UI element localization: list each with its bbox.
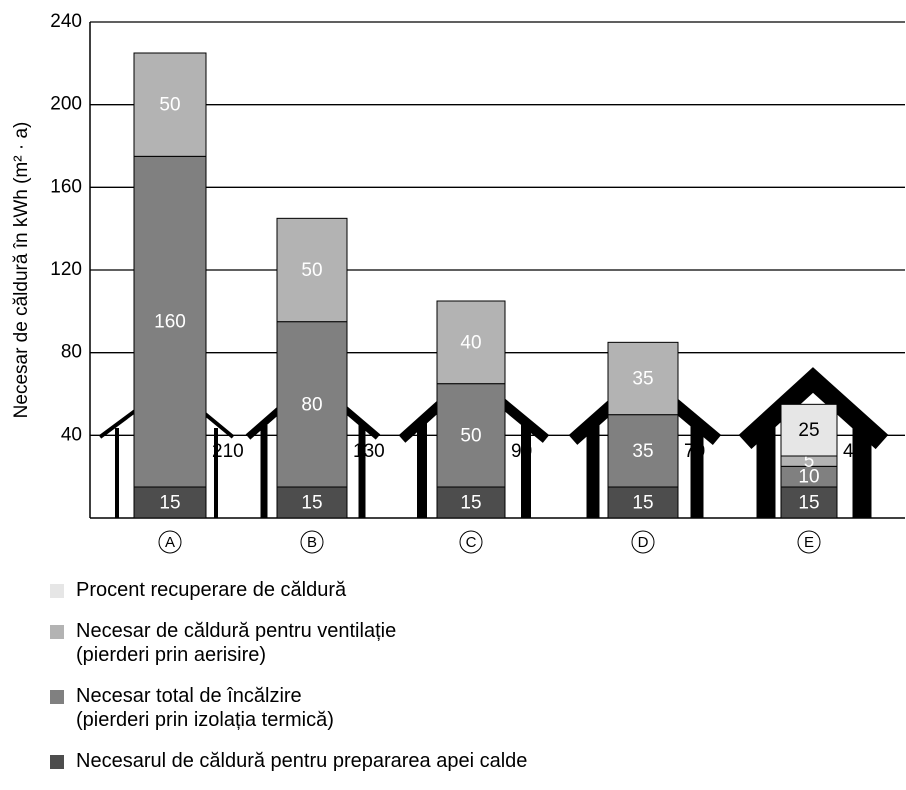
bar-segment: [276, 486, 348, 519]
value-label: 160: [154, 312, 186, 333]
annotation: 90: [511, 441, 532, 462]
bar-segment: [780, 486, 838, 519]
legend-label: Necesarul de căldură pentru prepararea a…: [76, 750, 528, 772]
y-axis-label: Necesar de căldură în kWh (m² · a): [11, 122, 32, 419]
annotation: 40: [843, 441, 864, 462]
bar-segment: [607, 486, 679, 519]
legend-swatch: [50, 755, 64, 769]
category-circle: [631, 530, 655, 554]
legend-label: Procent recuperare de căldură: [76, 579, 347, 601]
annotation: 70: [684, 441, 705, 462]
annotation: 210: [212, 441, 244, 462]
legend-swatch: [50, 625, 64, 639]
bar-segment: [607, 341, 679, 416]
value-label: 80: [301, 394, 322, 415]
bar-segment: [133, 486, 207, 519]
y-tick-label: 240: [50, 11, 82, 32]
bar-segment: [276, 217, 348, 323]
legend-swatch: [50, 584, 64, 598]
legend-swatch: [50, 690, 64, 704]
y-tick-label: 160: [50, 176, 82, 197]
y-tick-label: 80: [61, 342, 82, 363]
bar-segment: [436, 383, 506, 488]
value-label: 15: [798, 493, 819, 514]
value-label: 5: [804, 451, 815, 472]
category-circle: [459, 530, 483, 554]
y-tick-label: 200: [50, 94, 82, 115]
legend-item: Necesarul de căldură pentru prepararea a…: [50, 749, 900, 773]
bar-segment: [133, 52, 207, 157]
x-tick-label: C: [466, 534, 477, 551]
legend-item: Procent recuperare de căldură: [50, 578, 900, 602]
chart: Necesar de căldură în kWh (m² · a) 40 80 1…: [11, 11, 905, 554]
legend-label: Necesar total de încălzire (pierderi pri…: [76, 685, 334, 731]
value-label: 40: [460, 332, 481, 353]
x-tick-label: A: [165, 534, 175, 551]
legend-item: Necesar de căldură pentru ventilație (pi…: [50, 619, 900, 667]
category-circle: [300, 530, 324, 554]
value-label: 50: [159, 95, 180, 116]
bar-segment: [780, 403, 838, 457]
bar-segment: [133, 155, 207, 488]
legend-label: Necesar de căldură pentru ventilație (pi…: [76, 620, 397, 666]
value-label: 35: [632, 441, 653, 462]
y-tick-label: 40: [61, 424, 82, 445]
value-label: 50: [460, 425, 481, 446]
category-circle: [797, 530, 821, 554]
value-label: 15: [301, 493, 322, 514]
bar-segment: [436, 486, 506, 519]
value-label: 10: [798, 467, 819, 488]
bar-segment: [436, 300, 506, 385]
legend: Procent recuperare de căldură Necesar de …: [50, 578, 900, 790]
annotation: 130: [353, 441, 385, 462]
value-label: 15: [460, 493, 481, 514]
legend-item: Necesar total de încălzire (pierderi pri…: [50, 684, 900, 732]
value-label: 15: [632, 493, 653, 514]
value-label: 15: [159, 493, 180, 514]
value-label: 35: [632, 369, 653, 390]
value-label: 50: [301, 260, 322, 281]
bar-segment: [607, 414, 679, 488]
bar-segment: [276, 321, 348, 488]
category-circle: [158, 530, 182, 554]
y-tick-label: 120: [50, 259, 82, 280]
value-label: 25: [798, 420, 819, 441]
page: {"chart_data": {"type": "stacked_bar", "…: [11, 11, 905, 772]
x-tick-label: D: [638, 534, 649, 551]
x-tick-label: E: [804, 534, 814, 551]
x-tick-label: B: [307, 534, 317, 551]
